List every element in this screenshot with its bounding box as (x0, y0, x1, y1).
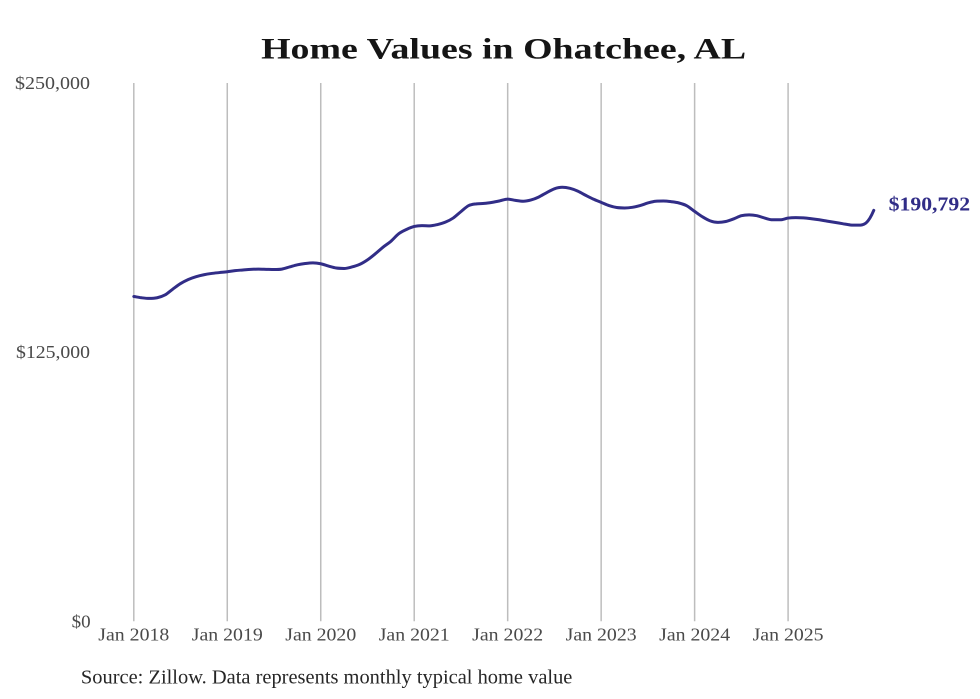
svg-text:Jan 2022: Jan 2022 (472, 624, 543, 644)
svg-text:Jan 2018: Jan 2018 (98, 624, 169, 644)
svg-text:$125,000: $125,000 (16, 342, 90, 362)
svg-text:$250,000: $250,000 (15, 73, 90, 93)
svg-text:Jan 2025: Jan 2025 (753, 624, 824, 644)
svg-text:Jan 2019: Jan 2019 (192, 624, 263, 644)
svg-text:$190,792: $190,792 (889, 193, 971, 215)
svg-text:Home Values in Ohatchee, AL: Home Values in Ohatchee, AL (261, 34, 746, 66)
svg-text:Jan 2024: Jan 2024 (659, 624, 730, 644)
svg-text:$0: $0 (72, 611, 91, 631)
svg-text:Jan 2021: Jan 2021 (379, 624, 450, 644)
svg-text:Source: Zillow. Data represent: Source: Zillow. Data represents monthly … (81, 668, 573, 689)
svg-text:Jan 2023: Jan 2023 (566, 624, 637, 644)
svg-text:Jan 2020: Jan 2020 (285, 624, 356, 644)
